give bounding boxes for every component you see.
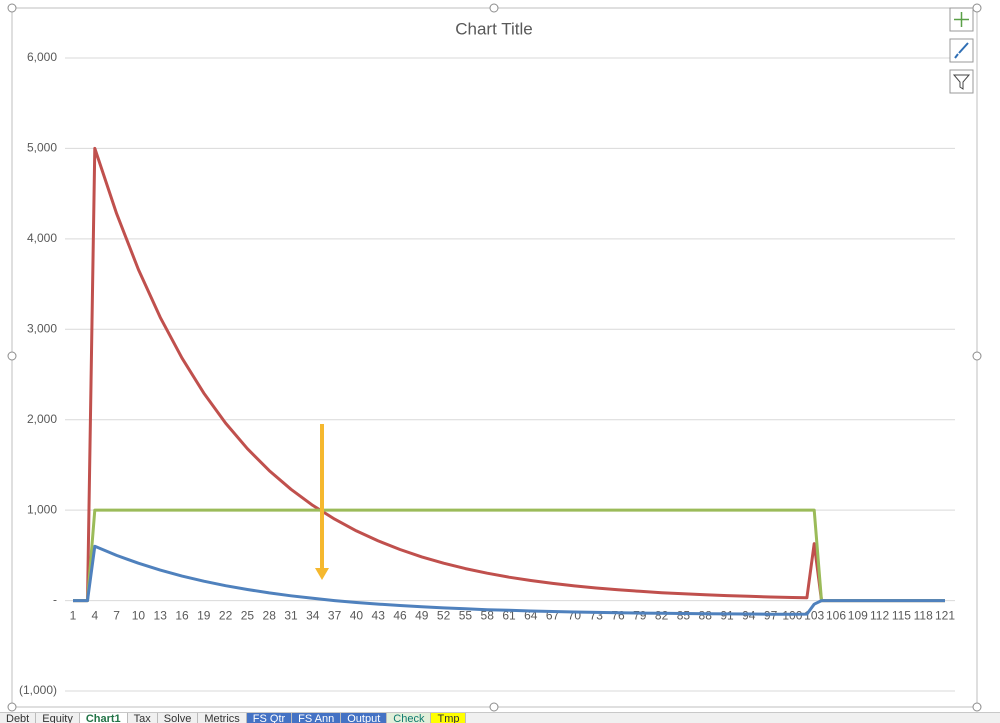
x-tick-label: 106: [826, 609, 846, 623]
x-tick-label: 28: [263, 609, 277, 623]
x-tick-label: 31: [284, 609, 298, 623]
x-tick-label: 19: [197, 609, 211, 623]
series-line: [73, 146, 945, 603]
sheet-tab[interactable]: Tax: [128, 713, 158, 723]
chart-elements-button[interactable]: [949, 7, 974, 32]
y-tick-label: 4,000: [27, 231, 57, 245]
arrow-annotation: [315, 424, 329, 580]
x-tick-label: 61: [502, 609, 516, 623]
x-tick-label: 112: [870, 609, 889, 623]
x-tick-label: 103: [804, 609, 824, 623]
x-tick-label: 76: [611, 609, 625, 623]
sheet-tab[interactable]: Chart1: [79, 713, 128, 723]
sheet-tab[interactable]: Check: [387, 713, 432, 723]
x-tick-label: 58: [481, 609, 495, 623]
x-tick-label: 94: [742, 609, 756, 623]
x-tick-label: 121: [935, 609, 955, 623]
chart-area[interactable]: [11, 7, 978, 708]
sheet-tab[interactable]: FS Ann: [292, 713, 342, 723]
series-line: [73, 544, 945, 616]
chart-filters-button[interactable]: [949, 69, 974, 94]
sheet-tab-bar: Debt Equity Chart1 Tax Solve Metrics FS Qtr FS …: [0, 712, 1000, 723]
sheet-tab[interactable]: Metrics: [198, 713, 247, 723]
x-tick-label: 79: [633, 609, 647, 623]
x-tick-label: 43: [372, 609, 386, 623]
selection-handles: [7, 3, 982, 712]
x-tick-label: 85: [677, 609, 691, 623]
sheet-tab[interactable]: Solve: [158, 713, 199, 723]
x-tick-label: 46: [393, 609, 407, 623]
y-tick-label: 5,000: [27, 141, 57, 155]
y-tick-label: 3,000: [27, 321, 57, 335]
x-tick-label: 7: [113, 609, 120, 623]
x-tick-label: 25: [241, 609, 255, 623]
x-tick-label: 88: [699, 609, 713, 623]
x-tick-label: 37: [328, 609, 342, 623]
sheet-tab[interactable]: Tmp: [431, 713, 467, 723]
x-tick-label: 118: [914, 609, 933, 623]
chart-title: Chart Title: [455, 19, 532, 38]
x-tick-label: 55: [459, 609, 473, 623]
chart-styles-button[interactable]: [949, 38, 974, 63]
y-tick-label: 6,000: [27, 50, 57, 64]
series-line: [73, 508, 945, 603]
x-tick-label: 97: [764, 609, 778, 623]
x-tick-label: 82: [655, 609, 669, 623]
x-tick-label: 52: [437, 609, 451, 623]
x-tick-label: 10: [132, 609, 146, 623]
y-tick-label: 1,000: [27, 502, 57, 516]
sheet-tab[interactable]: FS Qtr: [246, 713, 293, 723]
x-tick-label: 22: [219, 609, 233, 623]
sheet-tab[interactable]: Debt: [0, 713, 37, 723]
x-tick-label: 91: [720, 609, 734, 623]
x-tick-label: 115: [892, 609, 911, 623]
y-tick-label: (1,000): [19, 683, 57, 697]
x-tick-label: 109: [848, 609, 868, 623]
x-tick-label: 40: [350, 609, 364, 623]
x-tick-label: 16: [175, 609, 189, 623]
y-tick-label: 2,000: [27, 412, 57, 426]
x-tick-label: 13: [154, 609, 168, 623]
x-tick-label: 34: [306, 609, 320, 623]
x-tick-label: 4: [91, 609, 98, 623]
y-tick-label: -: [53, 593, 57, 607]
x-tick-label: 49: [415, 609, 429, 623]
x-tick-label: 1: [70, 609, 77, 623]
sheet-tab[interactable]: Equity: [36, 713, 80, 723]
sheet-tab[interactable]: Output: [341, 713, 388, 723]
